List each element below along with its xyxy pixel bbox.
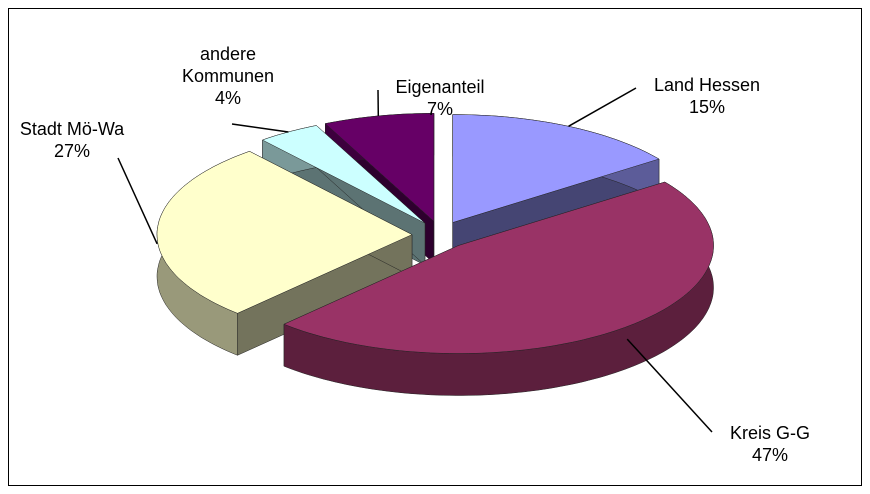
leader-line — [626, 338, 713, 433]
slice-value: 7% — [426, 99, 453, 119]
slice-name: Kreis G-G — [729, 423, 810, 443]
leader-line — [117, 157, 158, 245]
leader-line — [568, 87, 637, 127]
data-label: Kreis G-G 47% — [705, 422, 835, 466]
data-label: Stadt Mö-Wa 27% — [7, 118, 137, 162]
slice-value: 27% — [53, 141, 91, 161]
slice-value: 4% — [214, 88, 241, 108]
pie-slice — [283, 181, 714, 396]
data-label: Eigenanteil 7% — [375, 76, 505, 120]
slice-name: Land Hessen — [653, 75, 761, 95]
slice-value: 15% — [688, 97, 726, 117]
slice-top — [283, 181, 714, 354]
pie — [156, 113, 714, 396]
slice-name: andere Kommunen — [181, 44, 275, 86]
slice-name: Eigenanteil — [395, 77, 485, 97]
slice-value: 47% — [751, 445, 789, 465]
data-label: andere Kommunen 4% — [178, 43, 278, 109]
pie-slice — [156, 150, 413, 356]
leader-lines — [117, 87, 713, 433]
slice-name: Stadt Mö-Wa — [19, 119, 125, 139]
leader-line — [231, 123, 289, 133]
chart-frame — [8, 8, 862, 486]
slice-top — [156, 151, 413, 314]
data-label: Land Hessen 15% — [642, 74, 772, 118]
